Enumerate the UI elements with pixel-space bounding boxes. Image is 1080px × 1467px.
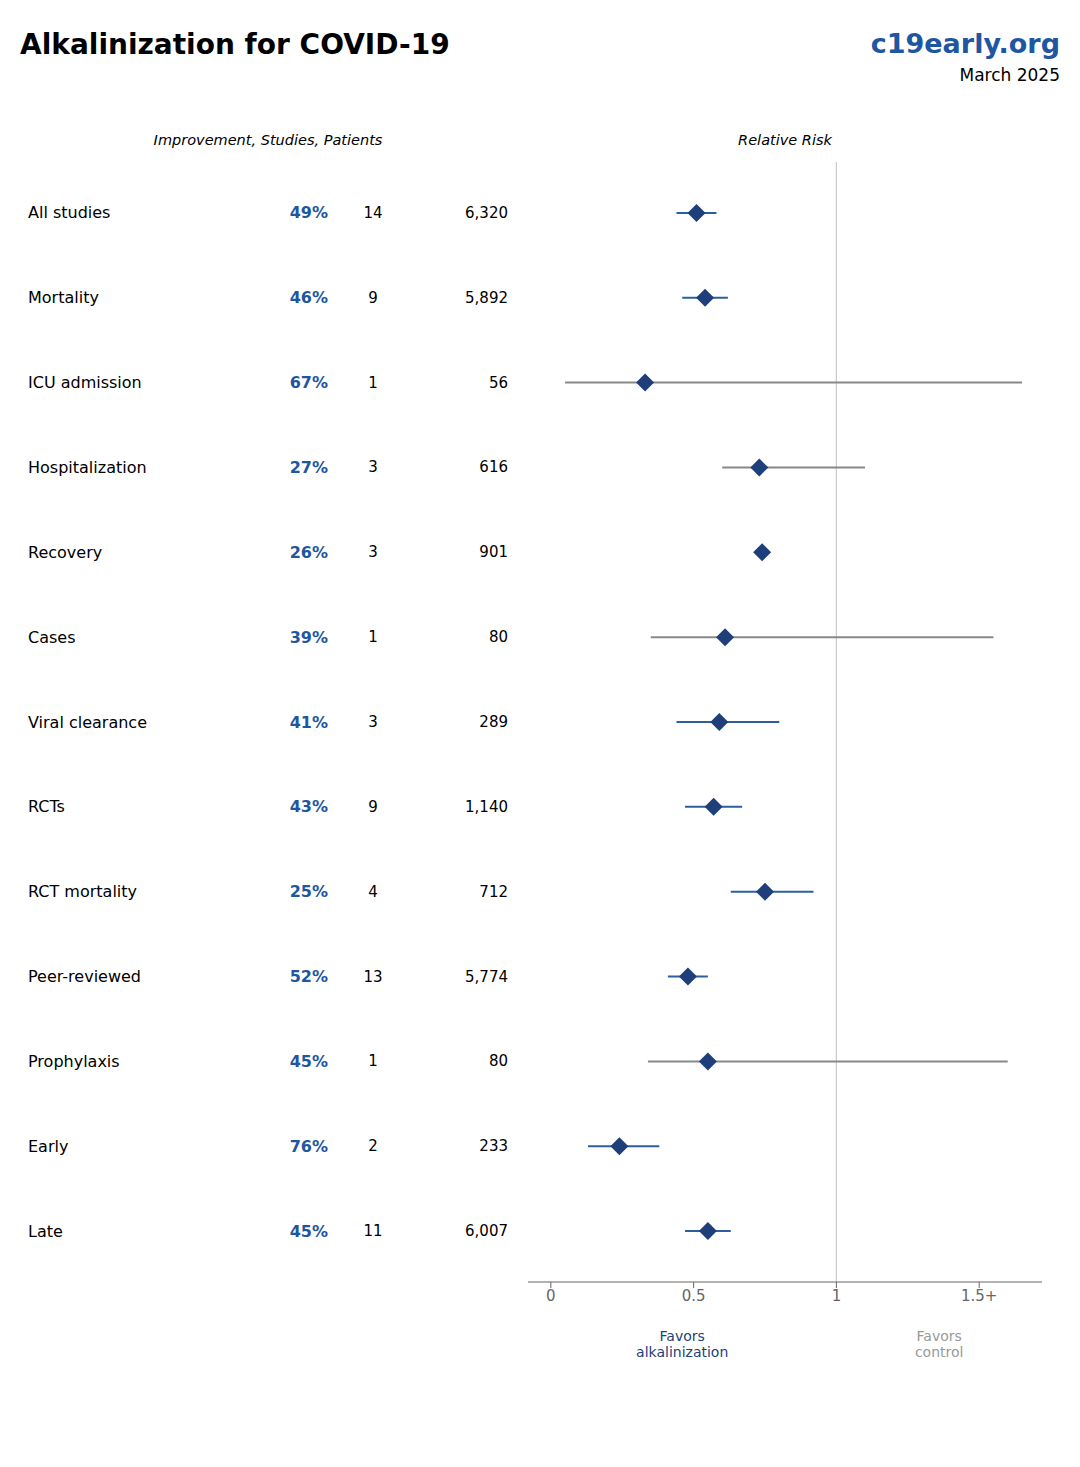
- svg-text:1: 1: [368, 1052, 378, 1070]
- svg-text:41%: 41%: [290, 713, 328, 732]
- svg-text:46%: 46%: [290, 288, 328, 307]
- svg-text:Peer-reviewed: Peer-reviewed: [28, 967, 141, 986]
- svg-text:3: 3: [368, 543, 378, 561]
- svg-text:Hospitalization: Hospitalization: [28, 458, 147, 477]
- svg-text:All studies: All studies: [28, 203, 110, 222]
- svg-text:25%: 25%: [290, 882, 328, 901]
- svg-text:1: 1: [368, 374, 378, 392]
- svg-text:9: 9: [368, 798, 378, 816]
- svg-text:45%: 45%: [290, 1052, 328, 1071]
- svg-text:52%: 52%: [290, 967, 328, 986]
- svg-text:5,892: 5,892: [465, 289, 508, 307]
- svg-text:Prophylaxis: Prophylaxis: [28, 1052, 120, 1071]
- svg-text:67%: 67%: [290, 373, 328, 392]
- svg-text:43%: 43%: [290, 797, 328, 816]
- svg-text:27%: 27%: [290, 458, 328, 477]
- html-text:c19early.org: c19early.org: [870, 28, 1060, 59]
- svg-text:ICU admission: ICU admission: [28, 373, 142, 392]
- svg-text:1.5+: 1.5+: [961, 1287, 997, 1305]
- svg-text:56: 56: [489, 374, 508, 392]
- svg-text:901: 901: [479, 543, 508, 561]
- svg-text:11: 11: [363, 1222, 382, 1240]
- html-text:Improvement, Studies, Patients: Improvement, Studies, Patients: [153, 132, 383, 148]
- svg-text:9: 9: [368, 289, 378, 307]
- svg-text:2: 2: [368, 1137, 378, 1155]
- html-text:Favors alkalinization: Favors alkalinization: [636, 1328, 729, 1360]
- html-text:Favors control: Favors control: [914, 1328, 964, 1360]
- svg-text:80: 80: [489, 1052, 508, 1070]
- svg-text:39%: 39%: [290, 628, 328, 647]
- svg-text:5,774: 5,774: [465, 968, 508, 986]
- svg-text:4: 4: [368, 883, 378, 901]
- svg-text:Recovery: Recovery: [28, 543, 102, 562]
- svg-text:0: 0: [546, 1287, 556, 1305]
- svg-text:6,320: 6,320: [465, 204, 508, 222]
- svg-text:616: 616: [479, 458, 508, 476]
- html-text:March 2025: March 2025: [959, 65, 1060, 85]
- svg-text:Late: Late: [28, 1222, 63, 1241]
- svg-text:Cases: Cases: [28, 628, 76, 647]
- svg-text:14: 14: [363, 204, 382, 222]
- svg-text:0.5: 0.5: [682, 1287, 706, 1305]
- svg-text:3: 3: [368, 458, 378, 476]
- svg-text:13: 13: [363, 968, 382, 986]
- svg-text:80: 80: [489, 628, 508, 646]
- html-text:Relative Risk: Relative Risk: [738, 132, 832, 148]
- svg-text:RCTs: RCTs: [28, 797, 65, 816]
- svg-text:1: 1: [832, 1287, 842, 1305]
- svg-text:26%: 26%: [290, 543, 328, 562]
- svg-text:Mortality: Mortality: [28, 288, 99, 307]
- html-text:Alkalinization for COVID-19: Alkalinization for COVID-19: [20, 28, 450, 61]
- svg-text:233: 233: [479, 1137, 508, 1155]
- svg-text:3: 3: [368, 713, 378, 731]
- svg-text:289: 289: [479, 713, 508, 731]
- svg-text:1,140: 1,140: [465, 798, 508, 816]
- svg-text:49%: 49%: [290, 203, 328, 222]
- svg-text:6,007: 6,007: [465, 1222, 508, 1240]
- svg-text:Early: Early: [28, 1137, 68, 1156]
- svg-text:712: 712: [479, 883, 508, 901]
- svg-text:Viral clearance: Viral clearance: [28, 713, 147, 732]
- svg-text:76%: 76%: [290, 1137, 328, 1156]
- svg-text:45%: 45%: [290, 1222, 328, 1241]
- svg-text:RCT mortality: RCT mortality: [28, 882, 137, 901]
- svg-text:1: 1: [368, 628, 378, 646]
